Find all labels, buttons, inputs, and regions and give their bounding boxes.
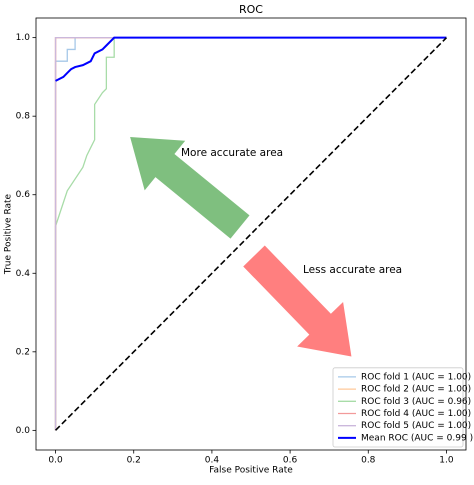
x-tick-label: 0.0 — [48, 456, 63, 466]
y-tick-label: 0.0 — [16, 426, 31, 436]
legend-label: ROC fold 5 (AUC = 1.00) — [361, 421, 471, 431]
legend-label: ROC fold 3 (AUC = 0.96) — [361, 397, 471, 407]
chart-title: ROC — [239, 3, 263, 16]
legend: ROC fold 1 (AUC = 1.00) ROC fold 2 (AUC =… — [332, 367, 473, 448]
x-axis-label: False Positive Rate — [209, 466, 293, 476]
annotation: Less accurate area — [303, 264, 402, 276]
y-tick-label: 0.4 — [16, 269, 31, 279]
y-tick-label: 0.2 — [16, 347, 30, 357]
y-tick-label: 1.0 — [16, 33, 31, 43]
legend-label: ROC fold 1 (AUC = 1.00) — [361, 372, 471, 382]
x-tick-label: 0.6 — [283, 456, 298, 466]
legend-box — [332, 367, 464, 448]
x-tick-label: 0.2 — [127, 456, 141, 466]
annotation: More accurate area — [181, 147, 283, 159]
legend-label: ROC fold 2 (AUC = 1.00) — [361, 385, 471, 395]
axes-frame — [35, 17, 467, 451]
roc-line — [55, 36, 447, 82]
red-arrow — [243, 245, 352, 357]
y-tick-label: 0.8 — [16, 112, 31, 122]
legend-label: Mean ROC (AUC = 0.99 ) — [361, 433, 473, 443]
x-tick-label: 0.8 — [361, 456, 376, 466]
y-axis-label: True Positive Rate — [4, 193, 14, 275]
plot-area — [54, 36, 448, 431]
chance-line — [54, 37, 448, 431]
roc-line — [54, 36, 447, 431]
legend-label: ROC fold 4 (AUC = 1.00) — [361, 409, 471, 419]
green-arrow — [130, 137, 250, 239]
x-tick-label: 0.4 — [205, 456, 220, 466]
x-tick-label: 1.0 — [439, 456, 454, 466]
y-tick-label: 0.6 — [16, 190, 31, 200]
